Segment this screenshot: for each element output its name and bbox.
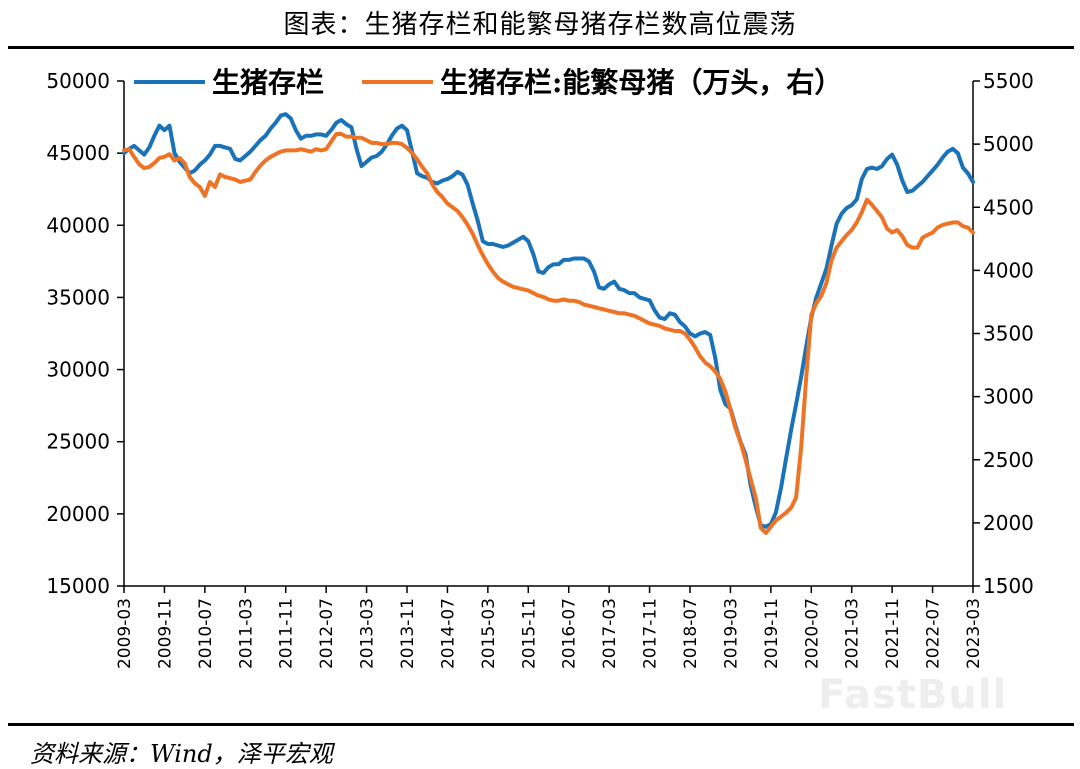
x-tick-label: 2009-03 xyxy=(115,598,135,669)
left-y-tick-label: 45000 xyxy=(46,141,110,165)
line-chart: 15000 20000 25000 30000 35000 40000 45000 50000… xyxy=(46,66,1034,669)
series-line-1 xyxy=(122,112,975,529)
source-note: 资料来源：Wind，泽平宏观 xyxy=(30,740,333,768)
x-tick-label: 2020-07 xyxy=(802,598,822,669)
x-tick-label: 2013-11 xyxy=(398,598,418,669)
series-line-2 xyxy=(122,132,975,535)
left-y-tick-label: 20000 xyxy=(46,502,110,526)
x-tick-label: 2015-03 xyxy=(479,598,499,669)
left-y-tick-label: 50000 xyxy=(46,69,110,93)
x-tick-label: 2017-03 xyxy=(600,598,620,669)
left-y-tick-label: 25000 xyxy=(46,430,110,454)
right-y-tick-label: 3000 xyxy=(983,385,1034,409)
right-y-tick-label: 4500 xyxy=(983,195,1034,219)
right-y-tick-label: 2500 xyxy=(983,448,1034,472)
axes: 15000 20000 25000 30000 35000 40000 45000 50000… xyxy=(46,69,1034,669)
x-tick-label: 2013-03 xyxy=(358,598,378,669)
left-y-tick-label: 15000 xyxy=(46,574,110,598)
right-y-tick-label: 1500 xyxy=(983,574,1034,598)
x-tick-label: 2022-07 xyxy=(924,598,944,669)
figure-title: 图表：生猪存栏和能繁母猪存栏数高位震荡 xyxy=(283,10,797,40)
series-lines xyxy=(122,112,975,535)
right-y-tick-label: 2000 xyxy=(983,511,1034,535)
legend-label-2: 生猪存栏:能繁母猪（万头，右） xyxy=(440,66,842,99)
x-tick-label: 2018-07 xyxy=(681,598,701,669)
legend: 生猪存栏 生猪存栏:能繁母猪（万头，右） xyxy=(134,66,842,99)
x-tick-label: 2015-11 xyxy=(519,598,539,669)
x-tick-label: 2019-11 xyxy=(762,598,782,669)
x-tick-label: 2023-03 xyxy=(964,598,984,669)
right-y-tick-label: 3500 xyxy=(983,322,1034,346)
x-tick-label: 2011-11 xyxy=(277,598,297,669)
x-tick-label: 2012-07 xyxy=(317,598,337,669)
x-tick-label: 2019-03 xyxy=(721,598,741,669)
right-y-tick-label: 4000 xyxy=(983,258,1034,282)
x-tick-label: 2010-07 xyxy=(196,598,216,669)
bottom-rule xyxy=(8,723,1074,726)
left-y-tick-label: 35000 xyxy=(46,285,110,309)
legend-label-1: 生猪存栏 xyxy=(212,66,324,99)
x-tick-label: 2017-11 xyxy=(641,598,661,669)
x-tick-label: 2021-11 xyxy=(883,598,903,669)
right-y-tick-label: 5500 xyxy=(983,69,1034,93)
x-tick-label: 2011-03 xyxy=(236,598,256,669)
x-tick-label: 2009-11 xyxy=(155,598,175,669)
x-tick-label: 2014-07 xyxy=(438,598,458,669)
x-tick-label: 2016-07 xyxy=(560,598,580,669)
left-y-tick-label: 30000 xyxy=(46,358,110,382)
top-rule xyxy=(8,46,1074,49)
watermark: FastBull xyxy=(818,672,1008,718)
right-y-tick-label: 5000 xyxy=(983,132,1034,156)
x-tick-label: 2021-03 xyxy=(843,598,863,669)
left-y-tick-label: 40000 xyxy=(46,213,110,237)
